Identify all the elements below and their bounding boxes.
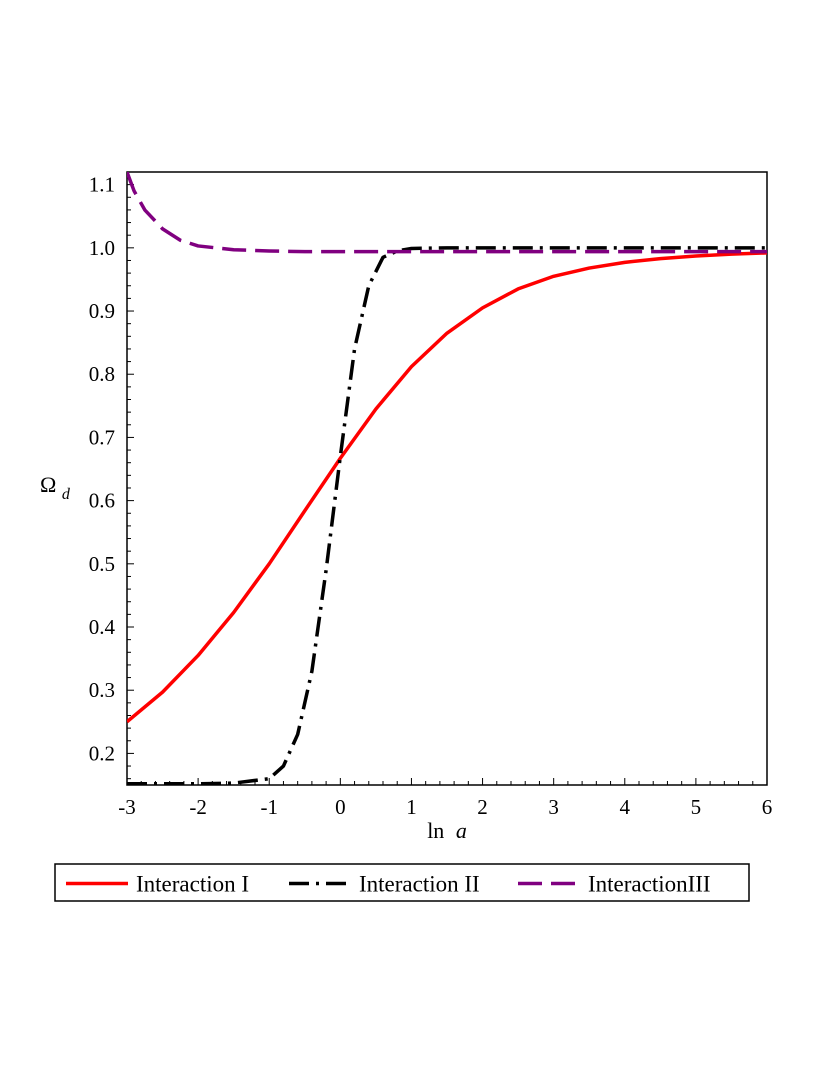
y-tick-label: 0.4 bbox=[89, 615, 116, 639]
y-tick-label: 0.2 bbox=[89, 741, 115, 765]
x-axis-ticks: -3 -2 -1 0 1 2 3 4 5 6 bbox=[118, 778, 772, 819]
y-tick-label: 0.6 bbox=[89, 489, 115, 513]
series-line-3 bbox=[127, 172, 767, 254]
x-tick-label: 2 bbox=[477, 795, 488, 819]
x-tick-label: 6 bbox=[762, 795, 773, 819]
y-tick-label: 0.7 bbox=[89, 425, 115, 449]
y-tick-label: 1.1 bbox=[89, 173, 115, 197]
y-axis-ticks: 0.2 0.3 0.4 0.5 0.6 0.7 0.8 0.9 1.0 1.1 bbox=[89, 171, 134, 780]
x-tick-label: 3 bbox=[548, 795, 559, 819]
x-tick-label: -2 bbox=[189, 795, 207, 819]
x-axis-title-var: a bbox=[456, 818, 467, 843]
x-tick-label: -1 bbox=[260, 795, 278, 819]
x-axis-title-prefix: ln bbox=[427, 818, 444, 843]
legend-label-2: Interaction II bbox=[359, 872, 480, 897]
series-line-1 bbox=[127, 251, 767, 724]
y-axis-title: Ω d bbox=[40, 472, 71, 503]
x-tick-label: 0 bbox=[335, 795, 346, 819]
y-tick-label: 0.3 bbox=[89, 678, 115, 702]
plot-area: -3 -2 -1 0 1 2 3 4 5 6 0.2 0.3 0.4 0.5 0.6 0.7 0.8 0.9 1.… bbox=[89, 171, 772, 819]
x-tick-label: 5 bbox=[691, 795, 702, 819]
y-axis-title-subscript: d bbox=[62, 486, 71, 503]
x-tick-label: 1 bbox=[406, 795, 417, 819]
x-tick-label: 4 bbox=[620, 795, 631, 819]
y-tick-label: 0.8 bbox=[89, 362, 115, 386]
x-tick-label: -3 bbox=[118, 795, 136, 819]
y-tick-label: 1.0 bbox=[89, 236, 115, 260]
series-lines bbox=[127, 172, 767, 785]
y-tick-label: 0.5 bbox=[89, 552, 115, 576]
x-axis-title: ln a bbox=[427, 818, 467, 843]
legend: Interaction I Interaction II InteractionII… bbox=[54, 863, 750, 902]
y-tick-label: 0.9 bbox=[89, 299, 115, 323]
plot-frame bbox=[126, 171, 768, 786]
series-line-2 bbox=[127, 246, 767, 785]
legend-label-1: Interaction I bbox=[136, 872, 249, 897]
legend-label-3: InteractionIII bbox=[588, 872, 711, 897]
legend-box bbox=[54, 863, 750, 902]
y-axis-title-symbol: Ω bbox=[40, 472, 56, 497]
